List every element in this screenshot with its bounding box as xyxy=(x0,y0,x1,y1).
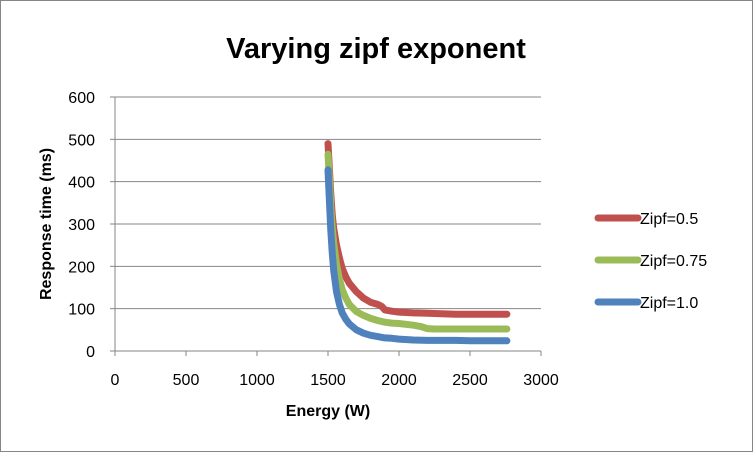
legend-label-1: Zipf=0.75 xyxy=(640,253,707,270)
series-line-1 xyxy=(324,150,511,333)
y-tick-label-3: 300 xyxy=(68,217,95,234)
gridlines xyxy=(115,96,541,310)
y-tick-label-0: 0 xyxy=(86,344,95,361)
x-tick-label-4: 2000 xyxy=(381,372,417,389)
series-line-2 xyxy=(324,166,511,345)
y-tick-label-1: 100 xyxy=(68,302,95,319)
legend: Zipf=0.5 Zipf=0.75 Zipf=1.0 xyxy=(594,211,707,312)
legend-label-0: Zipf=0.5 xyxy=(640,211,698,228)
y-axis-title: Response time (ms) xyxy=(38,148,55,300)
y-tick-label-4: 400 xyxy=(68,175,95,192)
x-tick-label-6: 3000 xyxy=(523,372,559,389)
y-tick-label-2: 200 xyxy=(68,259,95,276)
legend-label-2: Zipf=1.0 xyxy=(640,295,698,312)
y-tick-label-6: 600 xyxy=(68,90,95,107)
y-tick-labels: 0 100 200 300 400 500 600 xyxy=(68,90,95,361)
x-tick-label-3: 1500 xyxy=(310,372,346,389)
series-lines xyxy=(324,140,511,345)
x-tick-label-2: 1000 xyxy=(239,372,275,389)
x-tick-label-0: 0 xyxy=(111,372,120,389)
x-tick-label-5: 2500 xyxy=(452,372,488,389)
axes xyxy=(110,96,542,356)
x-axis-title: Energy (W) xyxy=(286,403,370,420)
chart-title: Varying zipf exponent xyxy=(226,33,526,65)
series-line-0 xyxy=(324,140,511,318)
y-tick-label-5: 500 xyxy=(68,132,95,149)
x-tick-label-1: 500 xyxy=(173,372,200,389)
x-tick-labels: 0 500 1000 1500 2000 2500 3000 xyxy=(111,372,559,389)
